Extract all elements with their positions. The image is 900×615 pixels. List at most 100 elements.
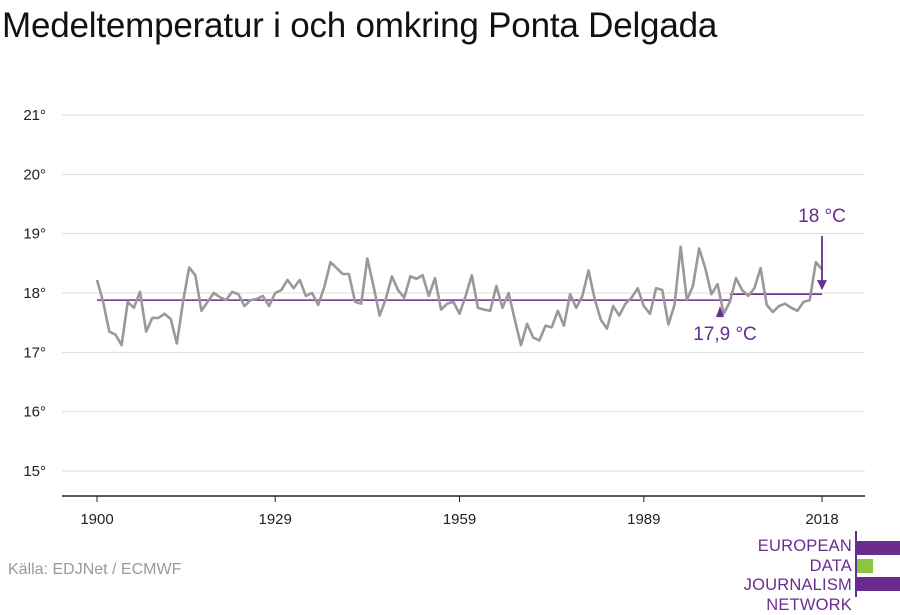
data-point bbox=[698, 247, 700, 249]
data-point bbox=[483, 308, 485, 310]
data-point bbox=[206, 301, 208, 303]
data-point bbox=[452, 301, 454, 303]
data-point bbox=[649, 313, 651, 315]
data-point bbox=[354, 301, 356, 303]
data-point bbox=[366, 257, 368, 259]
data-point bbox=[237, 293, 239, 295]
edjnet-logo: EUROPEAN DATA JOURNALISM NETWORK bbox=[700, 537, 900, 597]
data-point bbox=[428, 295, 430, 297]
data-point bbox=[532, 336, 534, 338]
x-tick-label: 1989 bbox=[627, 511, 660, 528]
data-point bbox=[133, 307, 135, 309]
logo-bar-2 bbox=[857, 559, 873, 573]
data-point bbox=[747, 295, 749, 297]
data-point bbox=[544, 324, 546, 326]
data-point bbox=[458, 313, 460, 315]
data-point bbox=[612, 305, 614, 307]
data-point bbox=[213, 292, 215, 294]
data-point bbox=[710, 293, 712, 295]
data-point bbox=[643, 305, 645, 307]
y-tick-label: 17° bbox=[23, 344, 46, 361]
data-point bbox=[759, 267, 761, 269]
data-point bbox=[477, 307, 479, 309]
data-point bbox=[151, 317, 153, 319]
data-point bbox=[292, 287, 294, 289]
data-point bbox=[624, 302, 626, 304]
data-point bbox=[587, 269, 589, 271]
data-point bbox=[108, 330, 110, 332]
data-point bbox=[471, 274, 473, 276]
data-point bbox=[778, 305, 780, 307]
data-point bbox=[421, 274, 423, 276]
data-point bbox=[397, 289, 399, 291]
data-point bbox=[679, 246, 681, 248]
annotations: 17,9 °C 18 °C bbox=[693, 206, 846, 345]
data-point bbox=[385, 298, 387, 300]
data-point bbox=[520, 344, 522, 346]
data-point bbox=[526, 323, 528, 325]
data-point bbox=[569, 293, 571, 295]
data-point bbox=[636, 287, 638, 289]
logo-line-3: NETWORK bbox=[700, 596, 852, 615]
y-tick-label: 20° bbox=[23, 166, 46, 183]
data-point bbox=[182, 301, 184, 303]
y-tick-label: 16° bbox=[23, 404, 46, 421]
annotation-label-2: 18 °C bbox=[798, 206, 846, 227]
annotation-label-1: 17,9 °C bbox=[693, 324, 757, 345]
data-point bbox=[249, 299, 251, 301]
data-point bbox=[507, 292, 509, 294]
data-point bbox=[790, 307, 792, 309]
logo-line-1: EUROPEAN bbox=[700, 537, 852, 557]
data-point bbox=[329, 261, 331, 263]
annotation-arrow-2 bbox=[817, 280, 827, 290]
data-point bbox=[170, 318, 172, 320]
data-point bbox=[262, 295, 264, 297]
data-point bbox=[766, 304, 768, 306]
data-point bbox=[630, 297, 632, 299]
data-point bbox=[409, 275, 411, 277]
data-point bbox=[342, 273, 344, 275]
data-point bbox=[434, 277, 436, 279]
y-tick-label: 19° bbox=[23, 226, 46, 243]
data-point bbox=[305, 295, 307, 297]
data-point bbox=[360, 302, 362, 304]
data-point bbox=[274, 292, 276, 294]
data-point bbox=[550, 326, 552, 328]
data-point bbox=[606, 327, 608, 329]
data-point bbox=[311, 292, 313, 294]
data-point bbox=[753, 287, 755, 289]
data-point bbox=[163, 313, 165, 315]
data-point bbox=[280, 289, 282, 291]
data-point bbox=[729, 301, 731, 303]
data-point bbox=[464, 295, 466, 297]
data-point bbox=[673, 304, 675, 306]
y-tick-label: 18° bbox=[23, 285, 46, 302]
data-point bbox=[200, 310, 202, 312]
x-tick-label: 1929 bbox=[258, 511, 291, 528]
data-point bbox=[102, 301, 104, 303]
data-point bbox=[802, 301, 804, 303]
data-point bbox=[735, 277, 737, 279]
data-point bbox=[809, 299, 811, 301]
data-point bbox=[772, 311, 774, 313]
x-tick-label: 1959 bbox=[443, 511, 476, 528]
data-point bbox=[194, 274, 196, 276]
data-point bbox=[415, 278, 417, 280]
data-point bbox=[446, 302, 448, 304]
data-point bbox=[489, 310, 491, 312]
data-point bbox=[348, 273, 350, 275]
data-point bbox=[286, 279, 288, 281]
data-point bbox=[563, 324, 565, 326]
data-point bbox=[378, 314, 380, 316]
data-point bbox=[145, 330, 147, 332]
data-point bbox=[538, 339, 540, 341]
y-tick-label: 21° bbox=[23, 107, 46, 124]
data-point bbox=[686, 299, 688, 301]
data-point bbox=[557, 310, 559, 312]
data-point bbox=[176, 342, 178, 344]
data-point bbox=[593, 298, 595, 300]
data-point bbox=[268, 305, 270, 307]
data-point bbox=[575, 307, 577, 309]
